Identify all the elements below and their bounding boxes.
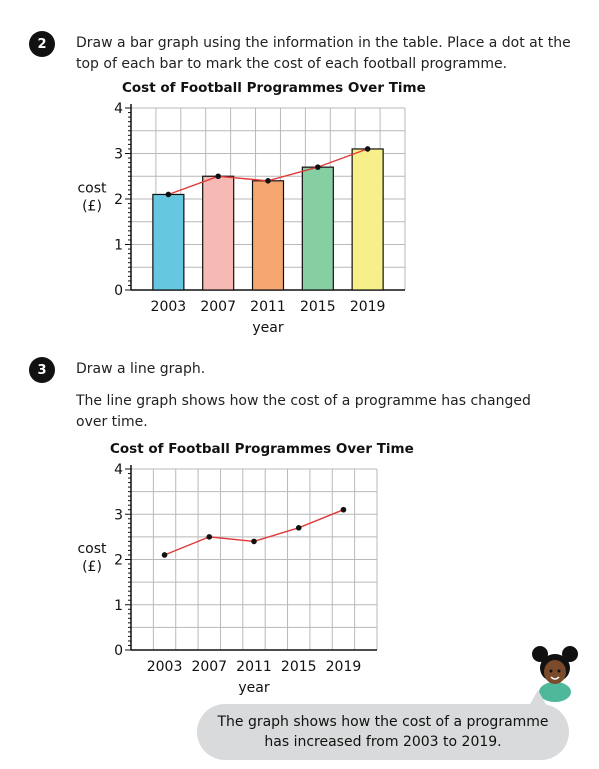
y-tick-label: 3	[114, 507, 123, 523]
x-tick-label-2019: 2019	[350, 299, 386, 315]
bar-chart: 0 1 2 3 4 cost (£) 2003 2007 2011 2015 2019 year	[77, 101, 406, 336]
y-axis-label-line-2: (£)	[82, 559, 102, 575]
x-tick-label-2015: 2015	[281, 659, 317, 675]
speech-bubble-tail	[528, 690, 548, 708]
data-point-2011	[265, 178, 271, 184]
question-2-number: 2	[29, 31, 55, 57]
data-point-2007	[206, 534, 213, 540]
data-point-2015	[295, 525, 302, 531]
data-point-2011	[251, 538, 257, 545]
data-point-2015	[315, 164, 321, 170]
x-axis-label: year	[252, 320, 283, 336]
y-tick-label: 1	[114, 598, 123, 614]
y-tick-label: 0	[114, 643, 123, 659]
question-3-text-line-1: The line graph shows how the cost of a p…	[76, 393, 531, 409]
question-2-text-line-1: Draw a bar graph using the information i…	[76, 35, 571, 51]
data-point-2003	[161, 552, 168, 558]
y-axis-label-line-1: cost	[77, 541, 107, 557]
x-tick-label-2003: 2003	[151, 299, 187, 315]
series-line	[164, 509, 344, 556]
data-point-2007	[215, 173, 221, 180]
data-point-2019	[340, 506, 347, 513]
y-axis-label-line-2: (£)	[82, 198, 102, 214]
x-tick-label-2003: 2003	[147, 659, 183, 675]
question-3-instruction: Draw a line graph.	[76, 361, 206, 377]
y-tick-label: 0	[114, 283, 123, 299]
question-2-text: Draw a bar graph using the information i…	[76, 33, 571, 75]
bar-2011	[251, 180, 285, 291]
question-3-text-line-2: over time.	[76, 414, 148, 430]
bar-2007	[202, 175, 235, 291]
x-tick-label-2011: 2011	[250, 299, 286, 315]
child-character-icon	[532, 646, 578, 702]
bar-2015	[301, 166, 334, 291]
question-2-text-line-2: top of each bar to mark the cost of each…	[76, 56, 508, 72]
data-point-2003	[165, 191, 172, 198]
question-3-text: The line graph shows how the cost of a p…	[76, 391, 531, 433]
question-3-number: 3	[29, 357, 55, 383]
speech-bubble-line-2: has increased from 2003 to 2019.	[264, 734, 502, 750]
y-tick-label: 2	[114, 553, 123, 569]
x-tick-label-2007: 2007	[191, 659, 227, 675]
x-tick-label-2011: 2011	[236, 659, 272, 675]
data-point-2019	[364, 146, 371, 152]
bar-2019	[351, 148, 384, 291]
y-tick-label: 3	[114, 147, 123, 163]
x-tick-label-2015: 2015	[300, 299, 336, 315]
speech-bubble-line-1: The graph shows how the cost of a progra…	[217, 714, 549, 730]
y-axis-label-line-1: cost	[77, 180, 107, 196]
bar-chart-title: Cost of Football Programmes Over Time	[122, 80, 426, 96]
line-chart: 0 1 2 3 4 cost (£) 2003 2007 2011 2015 2019 year	[77, 462, 378, 696]
x-tick-label-2007: 2007	[200, 299, 236, 315]
line-chart-title: Cost of Football Programmes Over Time	[110, 441, 414, 457]
bar-2003	[152, 193, 185, 291]
y-tick-label: 4	[114, 462, 123, 478]
speech-bubble: The graph shows how the cost of a progra…	[197, 704, 569, 760]
y-tick-label: 2	[114, 192, 123, 208]
x-axis-label: year	[238, 680, 269, 696]
y-tick-label: 4	[114, 101, 123, 117]
x-tick-label-2019: 2019	[326, 659, 362, 675]
y-tick-label: 1	[114, 238, 123, 254]
